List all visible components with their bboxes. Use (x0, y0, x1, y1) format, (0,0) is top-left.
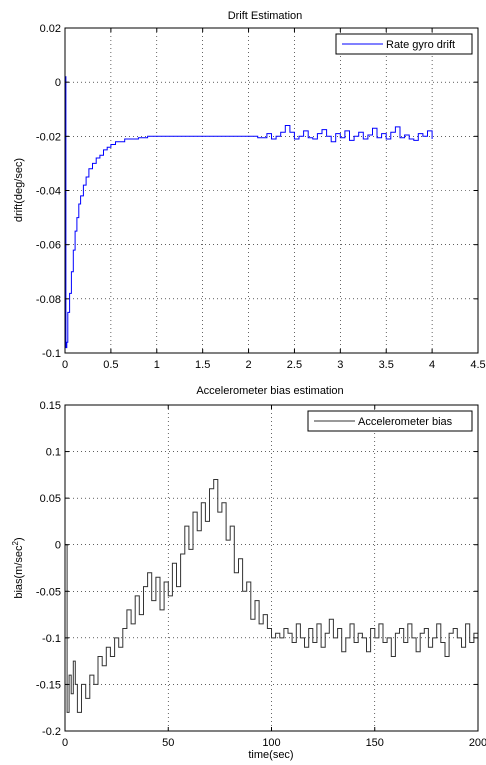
drift-x-tick-label: 3.5 (379, 359, 394, 371)
accel-chart-title: Accelerometer bias estimation (196, 385, 343, 397)
drift-y-tick-label: -0.06 (36, 240, 61, 252)
accel-x-tick-label: 50 (162, 737, 174, 749)
drift-chart-title: Drift Estimation (228, 10, 303, 22)
accel-y-tick-label: 0.15 (40, 400, 61, 412)
accel-bias-chart: Accelerometer bias estimation 0 50 100 150 2… (11, 385, 486, 761)
drift-y-tick-label: -0.02 (36, 131, 61, 143)
accel-x-tick-label: 100 (262, 737, 280, 749)
accel-series-layer (65, 479, 479, 713)
accel-ticks: 0 50 100 150 200 0.15 0.1 0.05 0 -0.05 -0.1 -0.15 -0… (36, 400, 486, 749)
accel-legend-label: Accelerometer bias (358, 416, 453, 428)
drift-x-tick-label: 0 (62, 359, 68, 371)
accel-y-axis-label: bias(m/sec2) (11, 537, 25, 598)
accel-y-tick-label: 0.05 (40, 493, 61, 505)
drift-series-layer (65, 76, 433, 349)
accel-x-tick-label: 200 (469, 737, 486, 749)
accel-legend-box (307, 410, 473, 432)
accel-x-tick-label: 0 (62, 737, 68, 749)
drift-x-tick-label: 4.5 (470, 359, 485, 371)
drift-x-tick-label: 4 (429, 359, 435, 371)
drift-chart: Drift Estimation 0 0.5 1 1.5 2 2.5 3 3.5 4 4.5 0.0… (13, 10, 486, 371)
accel-y-tick-label: -0.15 (36, 679, 61, 691)
drift-plot-area (65, 28, 478, 353)
drift-x-tick-label: 1.5 (195, 359, 210, 371)
accel-y-tick-label: 0.1 (46, 447, 61, 459)
drift-ticks: 0 0.5 1 1.5 2 2.5 3 3.5 4 4.5 0.02 0 -0.02 -0.04 -0.06… (36, 23, 486, 371)
accel-series-line (65, 479, 479, 713)
accel-plot-area (65, 405, 478, 731)
accel-y-tick-label: 0 (55, 540, 61, 552)
accel-legend: Accelerometer bias (307, 410, 473, 432)
drift-legend-box (335, 33, 473, 55)
accel-grid (65, 405, 478, 731)
drift-series-line (65, 76, 433, 349)
drift-x-tick-label: 3 (337, 359, 343, 371)
accel-y-tick-label: -0.1 (42, 633, 61, 645)
drift-y-tick-label: -0.1 (42, 348, 61, 360)
drift-x-tick-label: 0.5 (103, 359, 118, 371)
drift-legend: Rate gyro drift (335, 33, 473, 55)
drift-y-axis-label: drift(deg/sec) (13, 158, 25, 222)
accel-x-axis-label: time(sec) (248, 749, 293, 761)
accel-y-tick-label: -0.05 (36, 586, 61, 598)
accel-x-tick-label: 150 (366, 737, 384, 749)
accel-y-tick-label: -0.2 (42, 726, 61, 738)
drift-x-tick-label: 2 (245, 359, 251, 371)
drift-y-tick-label: 0.02 (40, 23, 61, 35)
drift-x-tick-label: 1 (154, 359, 160, 371)
drift-legend-label: Rate gyro drift (386, 39, 455, 51)
drift-x-tick-label: 2.5 (287, 359, 302, 371)
drift-y-tick-label: -0.08 (36, 294, 61, 306)
drift-y-tick-label: 0 (55, 77, 61, 89)
drift-y-tick-label: -0.04 (36, 186, 61, 198)
